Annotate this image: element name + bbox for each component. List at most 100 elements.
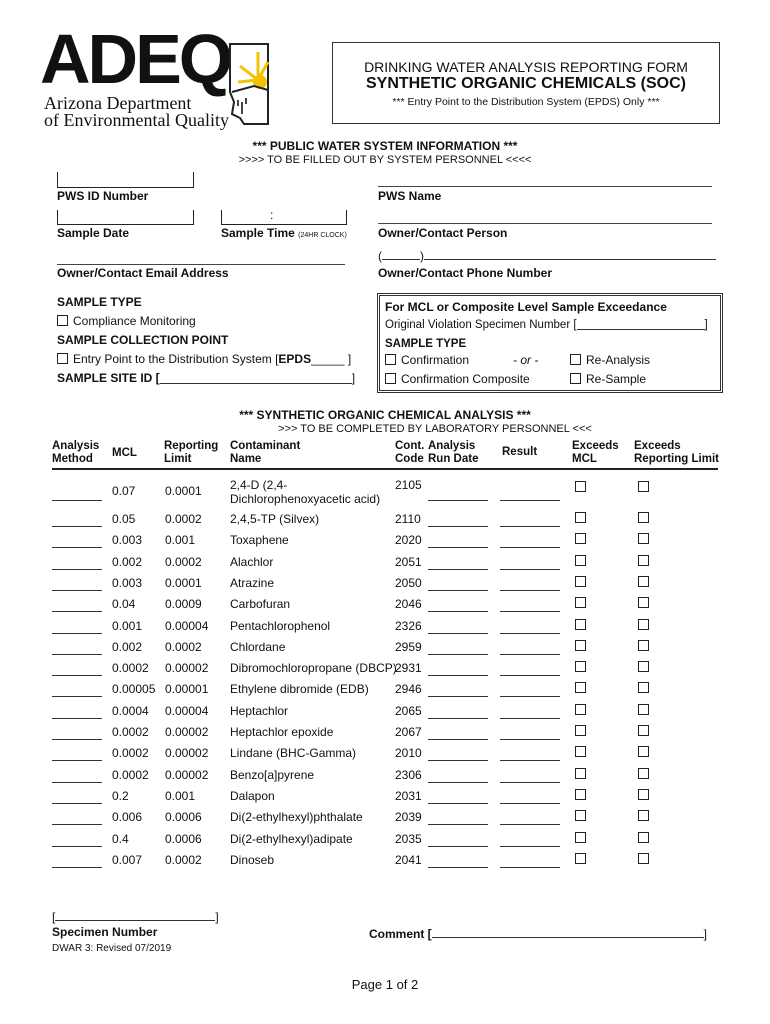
contact-person-input[interactable] bbox=[378, 223, 712, 224]
resample-checkbox[interactable]: Re-Sample bbox=[570, 372, 646, 386]
analysis-run-date-input[interactable] bbox=[428, 739, 488, 740]
analysis-method-input[interactable] bbox=[52, 824, 102, 826]
analysis-method-input[interactable] bbox=[52, 568, 102, 570]
exceeds-mcl-checkbox[interactable] bbox=[575, 767, 586, 779]
result-input[interactable] bbox=[500, 760, 560, 762]
analysis-method-input[interactable] bbox=[52, 781, 102, 783]
exceeds-reporting-limit-checkbox[interactable] bbox=[638, 810, 649, 822]
result-input[interactable] bbox=[500, 568, 560, 570]
exceeds-reporting-limit-checkbox[interactable] bbox=[638, 512, 649, 523]
analysis-method-input[interactable] bbox=[52, 696, 102, 698]
result-input[interactable] bbox=[500, 866, 560, 868]
exceeds-reporting-limit-checkbox[interactable] bbox=[638, 481, 649, 492]
analysis-method-input[interactable] bbox=[52, 717, 102, 719]
analysis-run-date-input[interactable] bbox=[428, 781, 488, 783]
result-input[interactable] bbox=[500, 781, 560, 783]
result-input[interactable] bbox=[500, 824, 560, 826]
sample-site-id-input[interactable]: SAMPLE SITE ID [] bbox=[57, 371, 356, 385]
exceeds-reporting-limit-checkbox[interactable] bbox=[638, 725, 649, 736]
analysis-method-input[interactable] bbox=[52, 547, 102, 549]
confirmation-checkbox[interactable]: Confirmation bbox=[385, 353, 469, 367]
analysis-run-date-input[interactable] bbox=[428, 717, 488, 719]
result-input[interactable] bbox=[500, 675, 560, 677]
exceeds-reporting-limit-checkbox[interactable] bbox=[638, 831, 649, 843]
exceeds-reporting-limit-checkbox[interactable] bbox=[638, 746, 649, 758]
analysis-method-input[interactable] bbox=[52, 802, 102, 804]
result-input[interactable] bbox=[500, 845, 560, 847]
analysis-run-date-input[interactable] bbox=[428, 526, 488, 527]
result-input[interactable] bbox=[500, 500, 560, 501]
exceeds-mcl-checkbox[interactable] bbox=[575, 639, 586, 651]
exceeds-reporting-limit-checkbox[interactable] bbox=[638, 682, 649, 694]
epds-checkbox[interactable]: Entry Point to the Distribution System [… bbox=[57, 352, 351, 366]
exceeds-mcl-checkbox[interactable] bbox=[575, 682, 586, 694]
comment-input[interactable]: Comment [] bbox=[369, 927, 708, 941]
analysis-method-input[interactable] bbox=[52, 845, 102, 847]
confirmation-composite-checkbox[interactable]: Confirmation Composite bbox=[385, 372, 530, 386]
analysis-run-date-input[interactable] bbox=[428, 568, 488, 570]
analysis-run-date-input[interactable] bbox=[428, 500, 488, 501]
analysis-method-input[interactable] bbox=[52, 675, 102, 677]
analysis-run-date-input[interactable] bbox=[428, 845, 488, 847]
analysis-run-date-input[interactable] bbox=[428, 547, 488, 549]
analysis-run-date-input[interactable] bbox=[428, 653, 488, 655]
analysis-run-date-input[interactable] bbox=[428, 824, 488, 826]
analysis-method-input[interactable] bbox=[52, 739, 102, 740]
exceeds-reporting-limit-checkbox[interactable] bbox=[638, 618, 649, 630]
exceeds-mcl-checkbox[interactable] bbox=[575, 661, 586, 673]
analysis-run-date-input[interactable] bbox=[428, 675, 488, 677]
result-input[interactable] bbox=[500, 589, 560, 591]
exceeds-reporting-limit-checkbox[interactable] bbox=[638, 533, 649, 545]
analysis-method-input[interactable] bbox=[52, 500, 102, 501]
exceeds-mcl-checkbox[interactable] bbox=[575, 481, 586, 492]
analysis-run-date-input[interactable] bbox=[428, 696, 488, 698]
compliance-monitoring-checkbox[interactable]: Compliance Monitoring bbox=[57, 314, 196, 328]
exceeds-reporting-limit-checkbox[interactable] bbox=[638, 852, 649, 864]
result-input[interactable] bbox=[500, 717, 560, 719]
exceeds-mcl-checkbox[interactable] bbox=[575, 746, 586, 758]
exceeds-mcl-checkbox[interactable] bbox=[575, 810, 586, 822]
result-input[interactable] bbox=[500, 802, 560, 804]
exceeds-reporting-limit-checkbox[interactable] bbox=[638, 788, 649, 800]
specimen-number-input[interactable]: [] bbox=[52, 910, 219, 924]
analysis-method-input[interactable] bbox=[52, 526, 102, 527]
exceeds-mcl-checkbox[interactable] bbox=[575, 852, 586, 864]
analysis-run-date-input[interactable] bbox=[428, 589, 488, 591]
reanalysis-checkbox[interactable]: Re-Analysis bbox=[570, 353, 650, 367]
analysis-method-input[interactable] bbox=[52, 760, 102, 762]
exceeds-reporting-limit-checkbox[interactable] bbox=[638, 554, 649, 566]
exceeds-mcl-checkbox[interactable] bbox=[575, 597, 586, 609]
analysis-run-date-input[interactable] bbox=[428, 632, 488, 634]
result-input[interactable] bbox=[500, 611, 560, 613]
exceeds-reporting-limit-checkbox[interactable] bbox=[638, 575, 649, 587]
exceeds-mcl-checkbox[interactable] bbox=[575, 575, 586, 587]
result-input[interactable] bbox=[500, 526, 560, 527]
exceeds-mcl-checkbox[interactable] bbox=[575, 725, 586, 736]
exceeds-mcl-checkbox[interactable] bbox=[575, 788, 586, 800]
phone-input[interactable]: () bbox=[378, 249, 716, 263]
sample-time-input[interactable]: : bbox=[221, 208, 347, 225]
analysis-method-input[interactable] bbox=[52, 589, 102, 591]
result-input[interactable] bbox=[500, 547, 560, 549]
result-input[interactable] bbox=[500, 632, 560, 634]
result-input[interactable] bbox=[500, 696, 560, 698]
exceeds-mcl-checkbox[interactable] bbox=[575, 554, 586, 566]
exceeds-reporting-limit-checkbox[interactable] bbox=[638, 661, 649, 673]
analysis-method-input[interactable] bbox=[52, 632, 102, 634]
exceeds-reporting-limit-checkbox[interactable] bbox=[638, 767, 649, 779]
exceeds-reporting-limit-checkbox[interactable] bbox=[638, 597, 649, 609]
sample-date-input[interactable] bbox=[57, 210, 194, 225]
exceeds-mcl-checkbox[interactable] bbox=[575, 618, 586, 630]
analysis-method-input[interactable] bbox=[52, 611, 102, 613]
analysis-run-date-input[interactable] bbox=[428, 802, 488, 804]
exceeds-reporting-limit-checkbox[interactable] bbox=[638, 639, 649, 651]
pws-name-input[interactable] bbox=[378, 186, 712, 187]
exceeds-mcl-checkbox[interactable] bbox=[575, 533, 586, 545]
analysis-run-date-input[interactable] bbox=[428, 760, 488, 762]
original-specimen-input[interactable]: Original Violation Specimen Number [] bbox=[385, 319, 708, 331]
exceeds-reporting-limit-checkbox[interactable] bbox=[638, 703, 649, 715]
analysis-method-input[interactable] bbox=[52, 653, 102, 655]
result-input[interactable] bbox=[500, 653, 560, 655]
analysis-run-date-input[interactable] bbox=[428, 611, 488, 613]
analysis-run-date-input[interactable] bbox=[428, 866, 488, 868]
